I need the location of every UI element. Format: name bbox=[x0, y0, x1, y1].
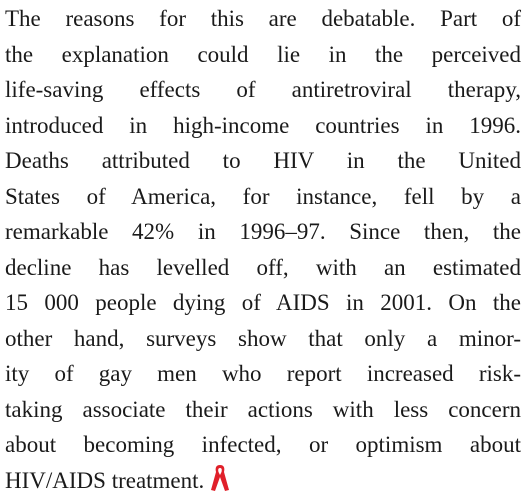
text-line: taking associate their actions with less… bbox=[5, 392, 521, 428]
text-line: HIV/AIDS treatment. bbox=[5, 463, 521, 499]
line-text: The reasons for this are debatable. Part… bbox=[5, 6, 521, 31]
line-text: taking associate their actions with less… bbox=[5, 396, 521, 422]
line-text: the explanation could lie in the perceiv… bbox=[5, 41, 521, 67]
text-line: about becoming infected, or optimism abo… bbox=[5, 427, 521, 463]
line-text: life-saving effects of antiretroviral th… bbox=[5, 77, 521, 102]
text-line: introduced in high-income countries in 1… bbox=[5, 108, 521, 144]
text-line: the explanation could lie in the perceiv… bbox=[5, 37, 521, 73]
red-ribbon-icon bbox=[211, 464, 230, 491]
text-line: The reasons for this are debatable. Part… bbox=[5, 1, 521, 37]
line-text: other hand, surveys show that only a min… bbox=[5, 325, 521, 351]
line-text: HIV/AIDS treatment. bbox=[5, 467, 205, 493]
text-line: life-saving effects of antiretroviral th… bbox=[5, 72, 521, 108]
text-line: decline has levelled off, with an estima… bbox=[5, 250, 521, 286]
line-text: ity of gay men who report increased risk… bbox=[5, 361, 521, 386]
text-line: 15 000 people dying of AIDS in 2001. On … bbox=[5, 285, 521, 321]
text-line: States of America, for instance, fell by… bbox=[5, 179, 521, 215]
line-text: remarkable 42% in 1996–97. Since then, t… bbox=[5, 219, 521, 244]
line-text: Deaths attributed to HIV in the United bbox=[5, 148, 521, 173]
line-text: decline has levelled off, with an estima… bbox=[5, 254, 521, 280]
text-line: Deaths attributed to HIV in the United bbox=[5, 143, 521, 179]
line-text: 15 000 people dying of AIDS in 2001. On … bbox=[5, 290, 521, 315]
line-text: introduced in high-income countries in 1… bbox=[5, 112, 521, 138]
text-line: other hand, surveys show that only a min… bbox=[5, 321, 521, 357]
line-text: States of America, for instance, fell by… bbox=[5, 183, 521, 209]
line-text: about becoming infected, or optimism abo… bbox=[5, 432, 521, 457]
ribbon-shape bbox=[211, 464, 230, 491]
text-line: remarkable 42% in 1996–97. Since then, t… bbox=[5, 214, 521, 250]
text-line: ity of gay men who report increased risk… bbox=[5, 356, 521, 392]
